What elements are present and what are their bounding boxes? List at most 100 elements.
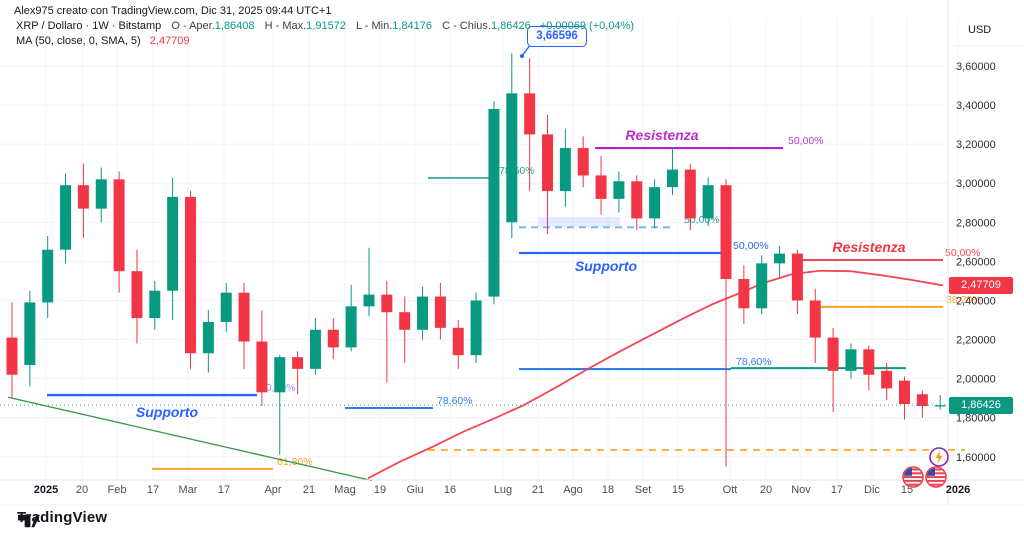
resistance-line-purple-label: 50,00% (788, 135, 824, 147)
price-scale[interactable]: USD 3,60000 3,40000 3,20000 3,00000 2,80000 2,… (956, 24, 996, 464)
candle[interactable] (845, 349, 857, 371)
candle[interactable] (185, 196, 196, 354)
candle[interactable] (809, 300, 821, 338)
price-callout[interactable]: 3,66596 (527, 26, 587, 47)
candle[interactable] (363, 294, 375, 307)
candle[interactable] (542, 134, 553, 192)
resistenza-label-purple: Resistenza (625, 127, 698, 143)
candle[interactable] (167, 196, 179, 291)
candle[interactable] (131, 271, 143, 319)
time-tick-label: Set (635, 484, 652, 496)
drawing-levels: 50,00%61,80%78,60%50,00%50,00%50,00%50,0… (47, 135, 982, 470)
symbol-title[interactable]: XRP / Dollaro · 1W · Bitstamp (16, 20, 162, 32)
candle[interactable] (434, 296, 446, 328)
candle[interactable] (202, 321, 214, 354)
time-tick-label: Ago (563, 484, 583, 496)
time-axis[interactable]: 2025 20 Feb 17 Mar 17 Apr 21 Mag 19 Giu 16 Lug 21 Ago 1… (34, 484, 970, 496)
candle[interactable] (666, 169, 678, 188)
candle[interactable] (934, 405, 946, 407)
support-line-mid-label: 50,00% (733, 240, 769, 252)
candle[interactable] (524, 93, 536, 135)
candle[interactable] (899, 380, 910, 405)
candle[interactable] (6, 337, 18, 375)
candle[interactable] (506, 93, 518, 223)
candle[interactable] (702, 185, 714, 219)
candle[interactable] (60, 185, 72, 250)
candle[interactable] (916, 394, 928, 406)
candle[interactable] (149, 290, 161, 319)
economic-event-lightning-icon[interactable] (929, 447, 949, 467)
price-tick-label: 3,60000 (956, 61, 996, 73)
candle[interactable] (452, 327, 464, 356)
fib-78-60-mid-label: 78,60% (736, 356, 772, 368)
candle[interactable] (292, 357, 304, 369)
candle[interactable] (863, 349, 875, 375)
ma-legend-row[interactable]: MA (50, close, 0, SMA, 5) 2,47709 (16, 35, 190, 47)
candle[interactable] (470, 300, 482, 356)
attribution-text: Alex975 creato con TradingView.com, Dic … (14, 5, 332, 17)
us-flag-event-icon[interactable] (925, 466, 947, 488)
symbol-legend-row: XRP / Dollaro · 1W · Bitstamp O - Aper.1… (16, 20, 634, 32)
ma-value: 2,47709 (149, 35, 190, 47)
price-tick-label: 2,40000 (956, 295, 996, 307)
fib-38-20-right-label: 38,20% (946, 294, 982, 306)
candle[interactable] (238, 292, 250, 342)
candle[interactable] (881, 370, 893, 389)
consolidation-zone[interactable] (538, 217, 620, 227)
candle[interactable] (774, 253, 786, 264)
time-tick-label: 21 (303, 484, 315, 496)
time-tick-label: 16 (444, 484, 456, 496)
time-tick-label: Mar (179, 484, 198, 496)
candle[interactable] (791, 253, 803, 301)
price-tick-label: 3,00000 (956, 178, 996, 190)
candle[interactable] (595, 175, 607, 199)
candle[interactable] (417, 296, 429, 330)
us-flag-event-icon[interactable] (902, 466, 924, 488)
candle[interactable] (256, 341, 268, 393)
candle[interactable] (274, 357, 286, 393)
time-tick-label: 2025 (34, 484, 58, 496)
candle[interactable] (24, 302, 36, 365)
candle[interactable] (399, 312, 411, 330)
candle[interactable] (327, 329, 339, 348)
time-tick-label: Mag (334, 484, 355, 496)
time-tick-label: 15 (672, 484, 684, 496)
candle[interactable] (381, 294, 393, 313)
candle[interactable] (613, 181, 625, 199)
price-scale-currency: USD (968, 24, 991, 36)
candle[interactable] (631, 181, 643, 219)
candle[interactable] (488, 108, 500, 297)
price-tick-label: 2,00000 (956, 374, 996, 386)
open-value: 1,86408 (214, 20, 255, 32)
candle[interactable] (827, 337, 839, 371)
candle[interactable] (95, 179, 107, 209)
supporto-label-mid: Supporto (575, 258, 638, 274)
candle[interactable] (756, 263, 768, 309)
candle[interactable] (77, 185, 89, 209)
candle[interactable] (649, 187, 661, 219)
resistance-line-red-label: 50,00% (945, 247, 981, 259)
ma-50-line[interactable] (367, 269, 944, 480)
candle[interactable] (309, 329, 321, 369)
time-tick-label: 21 (532, 484, 544, 496)
change-value: +0,00069 (+0,04%) (539, 20, 634, 32)
candle[interactable] (220, 292, 232, 322)
candle[interactable] (684, 169, 696, 219)
candle[interactable] (720, 185, 732, 279)
tradingview-watermark[interactable]: TradingView (17, 509, 107, 528)
time-tick-label: 17 (147, 484, 159, 496)
candle[interactable] (113, 179, 125, 272)
fib-78-60-small-label: 78,60% (437, 395, 473, 407)
candle[interactable] (345, 306, 357, 348)
ma-label: MA (50, close, 0, SMA, 5) (16, 35, 141, 47)
candle[interactable] (738, 278, 750, 309)
candle[interactable] (577, 148, 589, 176)
close-value: 1,86426 (490, 20, 531, 32)
candle[interactable] (559, 148, 571, 192)
close-label: C - Chius. (442, 20, 491, 32)
candle[interactable] (42, 249, 54, 303)
high-value: 1,91572 (306, 20, 346, 32)
descending-trendline[interactable] (7, 396, 373, 482)
